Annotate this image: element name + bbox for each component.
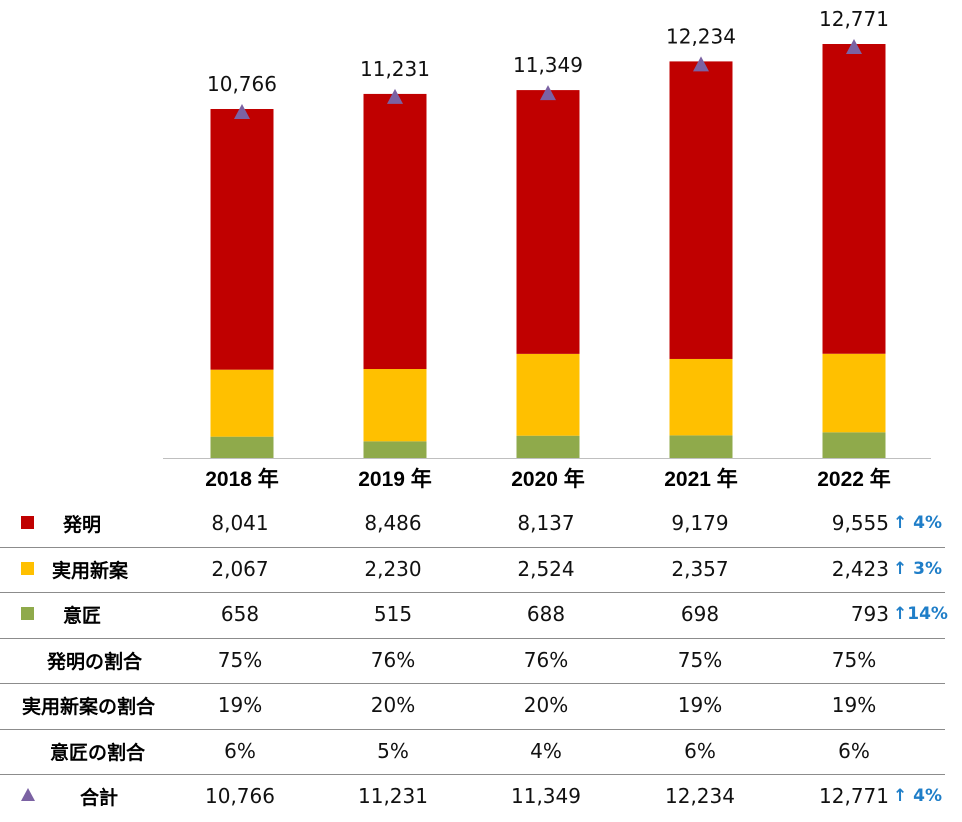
bar-segment-design	[363, 441, 427, 458]
bar-segment-invention	[822, 44, 886, 354]
category-label: 2022 年	[817, 467, 891, 491]
table-cell: 6%	[684, 738, 716, 763]
table-cell: 793	[850, 602, 889, 626]
table-cell: 75%	[677, 647, 723, 672]
category-label: 2019 年	[358, 467, 432, 491]
table-cell: 12,234	[665, 784, 735, 808]
table-cell: 19%	[677, 693, 723, 717]
table-cell: 698	[680, 602, 720, 626]
row-label: 合計	[80, 787, 119, 809]
table-cell: 2,423	[831, 556, 889, 581]
growth-indicator: ↑14%	[893, 604, 948, 624]
table-row-utility-model-ratio: 実用新案の割合 19% 20% 20% 19% 19%	[0, 684, 945, 730]
table-row-total: 合計 10,766 11,231 11,349 12,234 12,771 ↑ …	[0, 775, 962, 820]
table-cell: 658	[220, 602, 260, 626]
table-cell: 688	[526, 602, 566, 626]
row-label: 意匠の割合	[50, 741, 146, 764]
bar-segment-utility-model	[516, 353, 580, 436]
table-cell: 76%	[523, 647, 569, 672]
total-data-label: 10,766	[207, 72, 277, 96]
table-cell: 5%	[377, 738, 409, 763]
legend-swatch-design	[21, 607, 34, 620]
growth-indicator: ↑ 4%	[893, 786, 943, 806]
table-cell: 8,137	[517, 511, 575, 535]
row-label: 発明の割合	[47, 650, 143, 673]
table-row-design: 意匠 658 515 688 698 793 ↑14%	[0, 593, 948, 639]
total-marker	[846, 39, 862, 54]
table-cell: 75%	[217, 647, 263, 672]
row-label: 意匠	[63, 605, 102, 627]
bar-segment-utility-model	[210, 369, 274, 437]
total-data-label: 12,234	[666, 24, 736, 48]
table-cell: 19%	[831, 693, 877, 717]
table-row-invention-ratio: 発明の割合 75% 76% 76% 75% 75%	[0, 639, 945, 684]
table-cell: 20%	[523, 693, 569, 717]
total-data-label: 11,231	[360, 57, 430, 81]
table-cell: 4%	[530, 738, 562, 763]
bar-segment-utility-model	[822, 353, 886, 433]
stacked-bar-chart: 10,766 2018 年 11,231 2019 年 11,349 2020 年 12,2…	[163, 7, 931, 491]
table-row-design-ratio: 意匠の割合 6% 5% 4% 6% 6%	[0, 730, 945, 775]
bar-segment-utility-model	[363, 369, 427, 442]
triangle-icon	[21, 788, 35, 801]
table-cell: 10,766	[205, 784, 275, 808]
category-label: 2018 年	[205, 467, 279, 491]
table-cell: 9,179	[671, 511, 729, 535]
bar-segment-design	[516, 435, 580, 458]
total-marker	[693, 56, 709, 72]
table-cell: 20%	[370, 693, 416, 717]
table-cell: 2,230	[364, 556, 422, 581]
bar-segment-invention	[516, 90, 580, 354]
row-label: 実用新案の割合	[22, 696, 156, 718]
bar-segment-design	[210, 436, 274, 458]
table-cell: 12,771	[819, 784, 889, 808]
total-marker	[387, 88, 403, 104]
table-cell: 2,357	[671, 556, 729, 581]
bar-segment-design	[822, 432, 886, 458]
growth-indicator: ↑ 4%	[893, 513, 943, 533]
category-label: 2020 年	[511, 467, 585, 491]
total-data-label: 11,349	[513, 53, 583, 77]
table-cell: 2,524	[517, 556, 575, 581]
table-cell: 75%	[831, 647, 877, 672]
legend-swatch-utility-model	[21, 561, 34, 575]
growth-indicator: ↑ 3%	[893, 558, 943, 579]
table-cell: 9,555	[831, 511, 889, 535]
bar-segment-invention	[669, 61, 733, 359]
table-cell: 515	[373, 602, 413, 626]
bar-segment-design	[669, 435, 733, 458]
table-cell: 11,349	[511, 784, 581, 808]
total-data-label: 12,771	[819, 7, 889, 31]
legend-swatch-invention	[21, 516, 34, 529]
total-marker	[234, 103, 250, 119]
category-label: 2021 年	[664, 467, 738, 491]
table-cell: 6%	[224, 738, 256, 763]
bar-segment-utility-model	[669, 358, 733, 436]
table-row-utility-model: 実用新案 2,067 2,230 2,524 2,357 2,423 ↑ 3%	[0, 548, 945, 593]
table-cell: 8,486	[364, 511, 422, 535]
table-cell: 2,067	[211, 556, 269, 581]
row-label: 発明	[63, 514, 102, 536]
data-table: 発明 8,041 8,486 8,137 9,179 9,555 ↑ 4% 実用…	[0, 502, 962, 820]
table-cell: 11,231	[358, 784, 428, 808]
total-marker	[540, 85, 556, 101]
table-cell: 19%	[217, 693, 263, 717]
table-cell: 76%	[370, 647, 416, 672]
table-cell: 6%	[838, 738, 870, 763]
row-label: 実用新案	[52, 559, 129, 582]
table-row-invention: 発明 8,041 8,486 8,137 9,179 9,555 ↑ 4%	[0, 502, 945, 548]
bar-segment-invention	[210, 108, 274, 370]
table-cell: 8,041	[211, 511, 269, 535]
bar-segment-invention	[363, 93, 427, 370]
